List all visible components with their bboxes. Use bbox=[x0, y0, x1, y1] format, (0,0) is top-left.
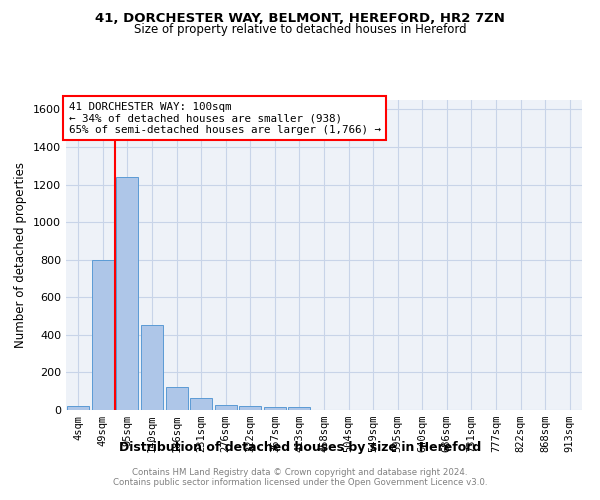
Text: Size of property relative to detached houses in Hereford: Size of property relative to detached ho… bbox=[134, 22, 466, 36]
Bar bbox=[141, 326, 163, 410]
Bar bbox=[190, 398, 212, 410]
Text: 41 DORCHESTER WAY: 100sqm
← 34% of detached houses are smaller (938)
65% of semi: 41 DORCHESTER WAY: 100sqm ← 34% of detac… bbox=[68, 102, 380, 134]
Text: Contains HM Land Registry data © Crown copyright and database right 2024.: Contains HM Land Registry data © Crown c… bbox=[132, 468, 468, 477]
Bar bbox=[264, 407, 286, 410]
Bar bbox=[67, 406, 89, 410]
Bar bbox=[166, 386, 188, 410]
Bar bbox=[289, 407, 310, 410]
Text: Contains public sector information licensed under the Open Government Licence v3: Contains public sector information licen… bbox=[113, 478, 487, 487]
Bar bbox=[215, 405, 237, 410]
Text: Distribution of detached houses by size in Hereford: Distribution of detached houses by size … bbox=[119, 441, 481, 454]
Bar bbox=[92, 260, 114, 410]
Y-axis label: Number of detached properties: Number of detached properties bbox=[14, 162, 28, 348]
Bar bbox=[116, 177, 139, 410]
Text: 41, DORCHESTER WAY, BELMONT, HEREFORD, HR2 7ZN: 41, DORCHESTER WAY, BELMONT, HEREFORD, H… bbox=[95, 12, 505, 26]
Bar bbox=[239, 406, 262, 410]
